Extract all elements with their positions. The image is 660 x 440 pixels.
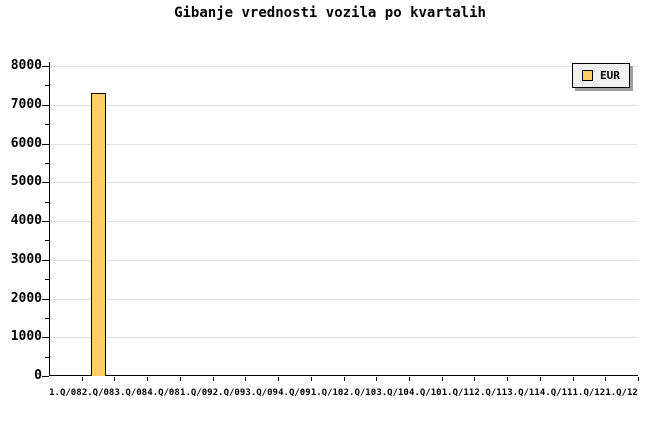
y-gridline <box>50 298 638 300</box>
bar-2.Q/08 <box>90 93 106 376</box>
y-axis-tick-label: 2000 <box>10 290 42 306</box>
legend-color-swatch <box>582 70 593 81</box>
y-gridline <box>50 143 638 145</box>
y-axis-tick-label: 4000 <box>10 213 42 228</box>
plot-area <box>49 62 638 376</box>
y-axis-minor-tick <box>45 85 49 87</box>
x-axis-tick-label: 1.Q/08 <box>49 388 82 398</box>
y-axis-minor-tick <box>45 124 49 126</box>
legend-label: EUR <box>600 69 620 82</box>
x-axis-tick <box>179 377 181 381</box>
x-axis-tick <box>441 377 443 381</box>
x-axis-tick-label: 4.Q/10 <box>409 388 442 398</box>
y-axis-major-tick <box>42 259 49 261</box>
y-gridline <box>50 337 638 339</box>
x-axis-tick <box>343 377 345 381</box>
x-axis-tick <box>572 377 574 381</box>
x-axis-tick-label: 4.Q/09 <box>278 388 311 398</box>
chart-title: Gibanje vrednosti vozila po kvartalih <box>174 5 486 21</box>
x-axis-tick <box>638 377 639 381</box>
x-axis-tick <box>605 377 607 381</box>
x-axis-tick-label: 1.Q/12 <box>572 388 606 398</box>
y-gridline <box>50 66 638 67</box>
y-axis-major-tick <box>42 298 49 300</box>
y-gridline <box>50 259 638 261</box>
y-axis-major-tick <box>42 337 49 339</box>
x-axis-tick <box>408 377 410 381</box>
x-axis-tick <box>81 377 83 381</box>
y-axis-minor-tick <box>45 279 49 281</box>
x-axis-tick <box>539 377 541 381</box>
y-axis-major-tick <box>42 182 49 184</box>
x-axis-tick-label: 2.Q/11 <box>474 388 508 398</box>
x-axis-tick-label: 1.Q/10 <box>310 388 344 398</box>
y-axis-tick-label: 1000 <box>10 329 42 345</box>
x-axis-tick <box>507 377 509 381</box>
y-axis-tick-label: 6000 <box>10 135 42 151</box>
x-axis-tick-label: 3.Q/09 <box>245 388 278 398</box>
x-axis-tick <box>310 377 312 381</box>
y-axis-minor-tick <box>45 162 49 164</box>
x-axis-tick-label: 3.Q/11 <box>507 388 540 398</box>
y-axis-major-tick <box>42 104 49 106</box>
y-axis-tick-label: 7000 <box>10 96 42 112</box>
x-axis-tick <box>212 377 214 381</box>
y-axis-major-tick <box>42 221 49 222</box>
x-axis-tick-label: 2.Q/10 <box>343 388 377 398</box>
y-axis-tick-label: 5000 <box>10 174 42 190</box>
x-axis-tick <box>147 377 149 381</box>
y-gridline <box>50 104 638 106</box>
y-axis-minor-tick <box>45 317 49 319</box>
y-gridline <box>50 182 638 184</box>
x-axis-tick <box>278 377 280 381</box>
y-axis-major-tick <box>42 66 49 67</box>
x-axis-tick-label: 1.Q/11 <box>441 388 475 398</box>
y-axis-tick-label: 0 <box>34 368 42 383</box>
x-axis-tick-label: 4.Q/11 <box>539 388 573 398</box>
x-axis-tick-label: 2.Q/08 <box>81 388 115 398</box>
x-axis-tick-label: 3.Q/08 <box>114 388 148 398</box>
y-axis-tick-label: 3000 <box>10 251 42 267</box>
x-axis-tick-label: 2.Q/09 <box>212 388 246 398</box>
x-axis-tick <box>114 377 116 381</box>
y-axis-minor-tick <box>45 201 49 203</box>
y-axis-major-tick <box>42 376 49 377</box>
x-axis-tick-label: 1.Q/09 <box>180 388 213 398</box>
y-axis-tick-label: 8000 <box>10 58 42 73</box>
x-axis-tick <box>474 377 476 381</box>
y-axis-minor-tick <box>45 240 49 242</box>
x-axis-tick-label: 4.Q/08 <box>147 388 180 398</box>
y-gridline <box>50 221 638 222</box>
x-axis-tick-label: 1.Q/12 <box>605 388 638 398</box>
y-axis-minor-tick <box>45 356 49 358</box>
x-axis-tick <box>245 377 247 381</box>
x-axis-tick-label: 3.Q/10 <box>376 388 409 398</box>
x-axis-tick <box>376 377 378 381</box>
legend: EUR <box>572 63 630 88</box>
y-axis-major-tick <box>42 143 49 145</box>
